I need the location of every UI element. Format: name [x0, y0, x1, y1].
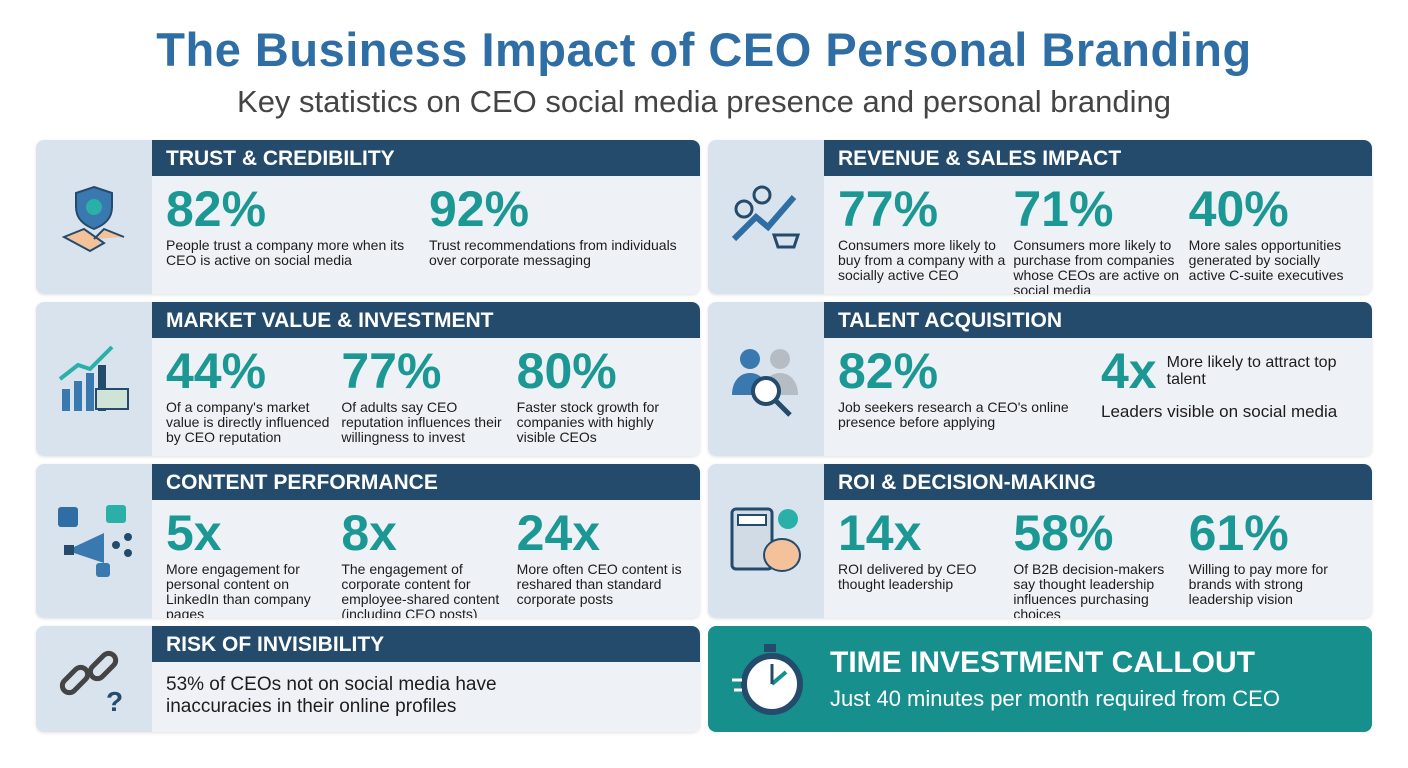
- stat-text: Of B2B decision-makers say thought leade…: [1013, 561, 1165, 619]
- stat: 80% Faster stock growth for companies wit…: [517, 342, 692, 450]
- card-heading: REVENUE & SALES IMPACT: [824, 140, 1372, 176]
- card-heading: CONTENT PERFORMANCE: [152, 464, 700, 500]
- stat-value: 82%: [166, 181, 267, 237]
- stat-value: 71%: [1013, 181, 1114, 237]
- stat-text: Of adults say CEO reputation influences …: [341, 399, 502, 445]
- stat: 92% Trust recommendations from individual…: [429, 180, 692, 288]
- stat-value: 24x: [516, 505, 601, 561]
- stat-value: 77%: [838, 181, 939, 237]
- stat: 40% More sales opportunities generated by…: [1189, 180, 1364, 288]
- broken-link-icon: ?: [36, 626, 152, 732]
- stat-value: 77%: [341, 343, 442, 399]
- card-risk-of-invisibility: ? RISK OF INVISIBILITY 53% of CEOs not on …: [36, 626, 700, 732]
- people-search-icon: [708, 302, 824, 456]
- card-heading: TRUST & CREDIBILITY: [152, 140, 700, 176]
- svg-text:?: ?: [106, 686, 123, 717]
- page-subtitle: Key statistics on CEO social media prese…: [237, 84, 1171, 119]
- card-roi-decision-making: ROI & DECISION-MAKING 14x ROI delivered by…: [708, 464, 1372, 618]
- stat: 44% Of a company's market value is direct…: [166, 342, 341, 450]
- stat-value: 61%: [1188, 505, 1289, 561]
- stat-text: More sales opportunities generated by so…: [1188, 237, 1344, 283]
- stat: 5x More engagement for personal content o…: [166, 504, 341, 618]
- stat-value: 5x: [166, 505, 222, 561]
- stat-side-text: More likely to attract top talent: [1166, 354, 1337, 388]
- growth-cart-icon: [708, 140, 824, 294]
- stat-text: Trust recommendations from individuals o…: [429, 237, 677, 268]
- time-investment-callout: TIME INVESTMENT CALLOUT Just 40 minutes …: [708, 626, 1372, 732]
- callout-heading: TIME INVESTMENT CALLOUT: [830, 646, 1255, 679]
- stat: 53% of CEOs not on social media have ina…: [166, 666, 692, 726]
- card-content-performance: CONTENT PERFORMANCE 5x More engagement for…: [36, 464, 700, 618]
- stat-value: 40%: [1188, 181, 1289, 237]
- stat-value: 58%: [1013, 505, 1114, 561]
- stat: 77% Of adults say CEO reputation influenc…: [341, 342, 516, 450]
- stat-value: 44%: [166, 343, 267, 399]
- card-heading: RISK OF INVISIBILITY: [152, 626, 700, 662]
- card-heading: ROI & DECISION-MAKING: [824, 464, 1372, 500]
- stat-text: More often CEO content is reshared than …: [516, 561, 682, 607]
- calculator-brain-icon: [708, 464, 824, 618]
- stat: 82% Job seekers research a CEO's online p…: [838, 342, 1101, 450]
- stat-value: 82%: [838, 343, 939, 399]
- stat-text: Willing to pay more for brands with stro…: [1188, 561, 1328, 607]
- stat: 71% Consumers more likely to purchase fro…: [1013, 180, 1188, 294]
- stopwatch-icon: [730, 640, 810, 725]
- stat: 8x The engagement of corporate content fo…: [341, 504, 516, 618]
- bar-chart-money-icon: [36, 302, 152, 456]
- stat: 24x More often CEO content is reshared th…: [517, 504, 692, 612]
- stat-text: More engagement for personal content on …: [166, 561, 311, 619]
- shield-handshake-icon: [36, 140, 152, 294]
- stat-text: Job seekers research a CEO's online pres…: [838, 399, 1069, 430]
- stat-value: 92%: [429, 181, 530, 237]
- stat-value: 8x: [341, 505, 397, 561]
- stat: 61% Willing to pay more for brands with s…: [1189, 504, 1364, 612]
- stat: 82% People trust a company more when its …: [166, 180, 429, 288]
- card-market-value-investment: MARKET VALUE & INVESTMENT 44% Of a company…: [36, 302, 700, 456]
- stat-value: 80%: [516, 343, 617, 399]
- stat-text: Consumers more likely to purchase from c…: [1013, 237, 1180, 295]
- stat: 14x ROI delivered by CEO thought leadersh…: [838, 504, 1013, 612]
- stat-text: Leaders visible on social media: [1101, 402, 1338, 421]
- stat: 77% Consumers more likely to buy from a c…: [838, 180, 1013, 288]
- stat-value: 4x: [1101, 343, 1157, 399]
- card-talent-acquisition: TALENT ACQUISITION 82% Job seekers researc…: [708, 302, 1372, 456]
- card-revenue-sales-impact: REVENUE & SALES IMPACT 77% Consumers more …: [708, 140, 1372, 294]
- stat-text: Consumers more likely to buy from a comp…: [838, 237, 1006, 283]
- callout-text: Just 40 minutes per month required from …: [830, 686, 1280, 711]
- card-heading: TALENT ACQUISITION: [824, 302, 1372, 338]
- stat-text: Of a company's market value is directly …: [166, 399, 330, 445]
- stat-text: Faster stock growth for companies with h…: [516, 399, 660, 445]
- stat-text: 53% of CEOs not on social media have ina…: [166, 674, 497, 717]
- megaphone-share-icon: [36, 464, 152, 618]
- stat: 58% Of B2B decision-makers say thought le…: [1013, 504, 1188, 618]
- stat-text: The engagement of corporate content for …: [341, 561, 500, 619]
- stat-text: ROI delivered by CEO thought leadership: [838, 561, 977, 592]
- stat-value: 14x: [838, 505, 922, 561]
- stat: 4x More likely to attract top talent Leade…: [1101, 342, 1364, 450]
- card-heading: MARKET VALUE & INVESTMENT: [152, 302, 700, 338]
- page-title: The Business Impact of CEO Personal Bran…: [156, 23, 1252, 76]
- card-trust-credibility: TRUST & CREDIBILITY 82% People trust a com…: [36, 140, 700, 294]
- stat-text: People trust a company more when its CEO…: [166, 237, 405, 268]
